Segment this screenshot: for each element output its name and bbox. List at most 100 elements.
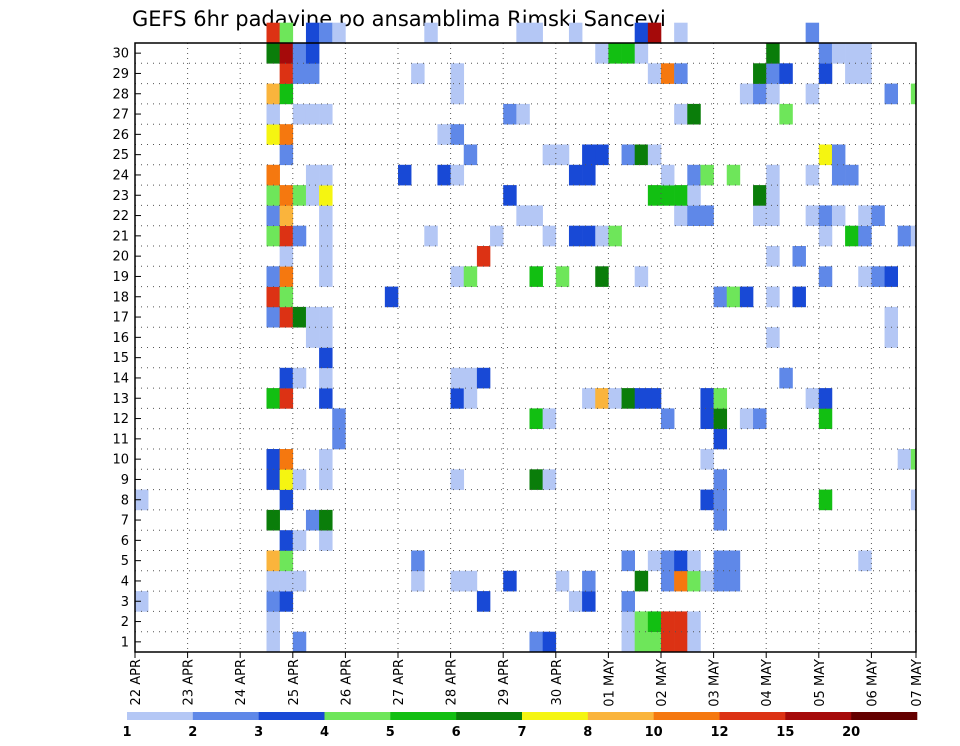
heatmap-cell [897,225,912,247]
heatmap-cell [766,286,780,308]
heatmap-cell [687,164,701,186]
heatmap-cell [279,63,294,84]
heatmap-cell [450,164,465,186]
heatmap-cell [319,469,333,490]
legend-level-label: 3 [254,725,263,740]
heatmap-cell [753,63,767,84]
heatmap-cell [713,408,728,429]
heatmap-cell [266,124,280,145]
legend-swatch [258,712,325,720]
y-tick-label: 28 [112,87,129,102]
heatmap-cell [818,489,833,511]
heatmap-cell [384,286,399,308]
heatmap-cell [634,631,649,653]
heatmap-cell [582,144,596,166]
heatmap-cell [884,306,898,328]
heatmap-cell [753,408,767,429]
x-tick-label: 03 MAY [708,659,723,707]
heatmap-cell [766,43,780,64]
heatmap-cell [608,225,622,247]
heatmap-cell [279,449,294,470]
heatmap-cell [713,469,728,490]
legend-swatch [127,712,194,720]
heatmap-cell [529,266,543,287]
y-tick-label: 3 [121,595,129,610]
heatmap-cell [529,205,543,226]
heatmap-cell [700,164,714,186]
heatmap-cell [450,388,465,409]
heatmap-cell [739,408,754,429]
heatmap-cell [266,611,280,632]
y-tick-label: 23 [112,189,129,204]
x-tick-label: 24 APR [234,659,249,705]
legend-swatch [851,712,918,720]
heatmap-cell [542,469,557,490]
heatmap-cell [674,185,688,206]
heatmap-cell [424,225,438,247]
heatmap-cell [818,225,833,247]
y-tick-label: 4 [121,574,129,589]
heatmap-cell [292,43,307,64]
heatmap-cell [687,185,701,206]
heatmap-cell [792,286,806,308]
heatmap-cell [319,246,333,267]
chart-title: GEFS 6hr padavine po ansamblima Rimski S… [132,7,666,31]
legend-level-label: 2 [188,725,197,740]
heatmap-cell [450,83,465,105]
heatmap-cell [818,266,833,287]
heatmap-cell [634,43,649,64]
heatmap-cell [792,246,806,267]
heatmap-cell [279,225,294,247]
heatmap-cell [279,306,294,328]
heatmap-cell [279,246,294,267]
heatmap-cell [726,550,741,572]
heatmap-cell [266,185,280,206]
heatmap-cell [687,550,701,572]
heatmap-cell [292,469,307,490]
y-tick-label: 27 [112,108,129,123]
heatmap-cell [621,550,635,572]
heatmap-cell [713,286,728,308]
heatmap-cell [805,22,820,44]
heatmap-cell [437,124,451,145]
heatmap-cell [700,489,714,511]
heatmap-cell [450,367,465,389]
x-tick-label: 22 APR [129,659,144,705]
heatmap-cell [871,205,885,226]
heatmap-cell [305,327,320,348]
legend-level-label: 20 [842,725,860,740]
heatmap-cell [292,631,307,653]
heatmap-cell [516,22,530,44]
y-tick-label: 16 [112,331,129,346]
heatmap-cell [319,306,333,328]
heatmap-cell [674,22,688,44]
y-axis-ticks: 1234567891011121314151617181920212223242… [112,47,141,650]
heatmap-cell [766,83,780,105]
heatmap-cell [647,22,662,44]
heatmap-cell [266,509,280,531]
heatmap-cell [910,83,917,105]
heatmap-cell [305,22,320,44]
heatmap-cell [858,225,872,247]
color-legend: 1 2 3 4 5 6 7 8 10 12 15 20 [122,712,918,740]
heatmap-cell [858,266,872,287]
heatmap-cell [319,449,333,470]
heatmap-cell [845,63,859,84]
heatmap-cell [319,205,333,226]
heatmap-cell [831,164,846,186]
heatmap-cell [818,43,833,64]
heatmap-cell [582,570,596,592]
legend-swatch [192,712,259,720]
heatmap-cell [674,63,688,84]
heatmap-cell [463,144,478,166]
heatmap-cell [279,43,294,64]
heatmap-cell [713,489,728,511]
heatmap-cell [319,367,333,389]
legend-swatch [785,712,852,720]
heatmap-cell [858,63,872,84]
y-tick-label: 9 [121,473,129,488]
heatmap-cell [568,225,583,247]
heatmap-cell [647,611,662,632]
legend-level-label: 15 [776,725,794,740]
